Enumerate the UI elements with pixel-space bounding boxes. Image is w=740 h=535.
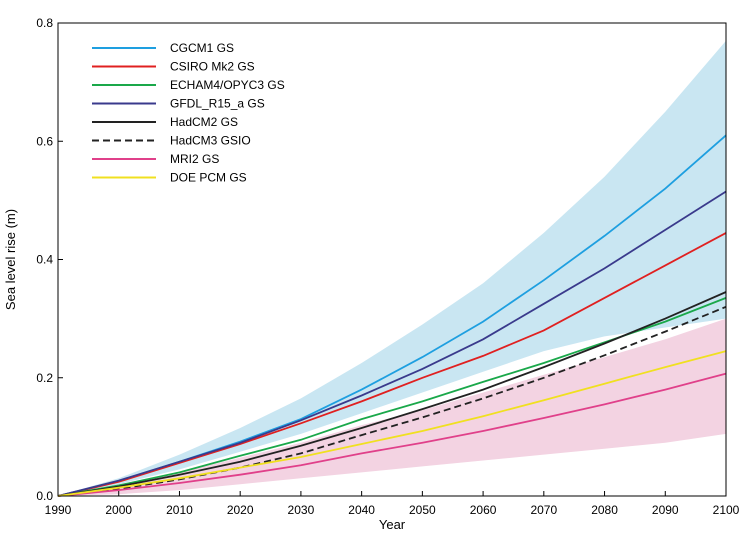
x-tick-label: 2100 — [713, 503, 740, 517]
y-axis: 0.0 0.2 0.4 0.6 0.8 — [36, 16, 63, 503]
legend-label: GFDL_R15_a GS — [170, 97, 265, 111]
x-axis-title: Year — [379, 517, 406, 532]
y-tick-label: 0.0 — [36, 489, 53, 503]
y-tick-label: 0.2 — [36, 371, 53, 385]
series-line-5 — [57, 291, 727, 497]
series-line-2 — [57, 232, 727, 497]
legend-label: HadCM2 GS — [170, 115, 238, 129]
x-tick-label: 1990 — [45, 503, 72, 517]
x-tick-label: 2060 — [470, 503, 497, 517]
x-tick-label: 2070 — [530, 503, 557, 517]
x-axis: 1990 2000 2010 2020 2030 2040 2050 2060 2070 2080… — [45, 491, 740, 517]
legend-label: MRI2 GS — [170, 152, 219, 166]
legend-label: CGCM1 GS — [170, 41, 234, 55]
legend-label: HadCM3 GSIO — [170, 134, 251, 148]
y-tick-label: 0.4 — [36, 253, 53, 267]
x-tick-label: 2050 — [409, 503, 436, 517]
x-tick-label: 2090 — [652, 503, 679, 517]
uncertainty-bands — [58, 40, 726, 496]
series-line-8 — [57, 350, 727, 497]
x-tick-label: 2030 — [288, 503, 315, 517]
x-tick-label: 2020 — [227, 503, 254, 517]
y-tick-label: 0.8 — [36, 16, 53, 30]
legend-label: ECHAM4/OPYC3 GS — [170, 78, 285, 92]
y-axis-title: Sea level rise (m) — [3, 209, 18, 310]
series-line-6 — [57, 305, 727, 497]
x-tick-label: 2000 — [105, 503, 132, 517]
x-tick-label: 2080 — [591, 503, 618, 517]
y-tick-label: 0.6 — [36, 134, 53, 148]
x-tick-label: 2040 — [348, 503, 375, 517]
series-line-4 — [57, 190, 727, 497]
uncertainty-band-1 — [58, 40, 726, 496]
uncertainty-band-2 — [58, 318, 726, 496]
series-line-7 — [57, 372, 727, 497]
x-tick-label: 2010 — [166, 503, 193, 517]
legend: CGCM1 GS CSIRO Mk2 GS ECHAM4/OPYC3 GS GFDL_… — [92, 41, 285, 185]
series-lines — [57, 134, 727, 497]
legend-label: DOE PCM GS — [170, 171, 247, 185]
legend-label: CSIRO Mk2 GS — [170, 60, 255, 74]
